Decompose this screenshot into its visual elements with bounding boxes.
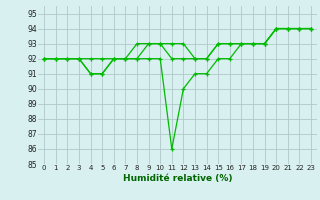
- X-axis label: Humidité relative (%): Humidité relative (%): [123, 174, 232, 183]
